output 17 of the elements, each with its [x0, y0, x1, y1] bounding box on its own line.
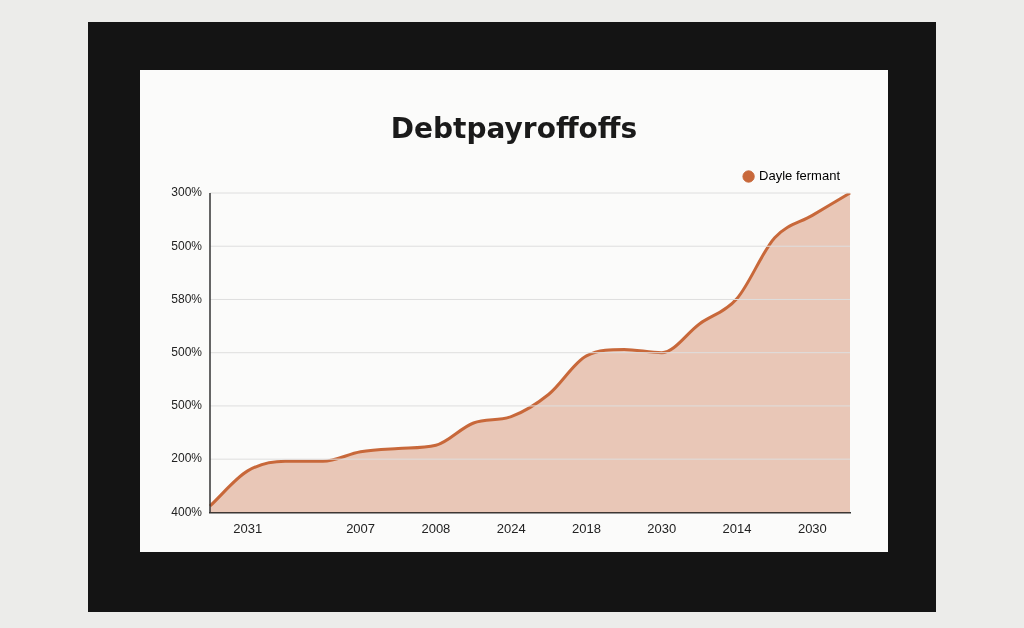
- x-tick-label: 2030: [647, 520, 677, 536]
- text: 580%: [171, 291, 203, 306]
- x-tick-label: 2014: [722, 520, 752, 536]
- text: 200%: [171, 451, 203, 466]
- text: 500%: [171, 398, 203, 413]
- text: 500%: [171, 345, 203, 360]
- x-tick-label: 2030: [797, 520, 827, 536]
- text: 400%: [171, 504, 203, 519]
- x-tick-label: 2031: [233, 520, 263, 536]
- x-tick-label: 2018: [572, 520, 601, 536]
- chart-title: Debtpayroffoffs: [389, 112, 639, 145]
- text: 300%: [171, 185, 203, 200]
- legend-label: Dayle fermant: [759, 168, 841, 184]
- x-tick-label: 2007: [346, 520, 376, 536]
- x-tick-label: 2008: [421, 520, 451, 536]
- text: 500%: [171, 238, 203, 253]
- x-tick-label: 2024: [496, 520, 526, 536]
